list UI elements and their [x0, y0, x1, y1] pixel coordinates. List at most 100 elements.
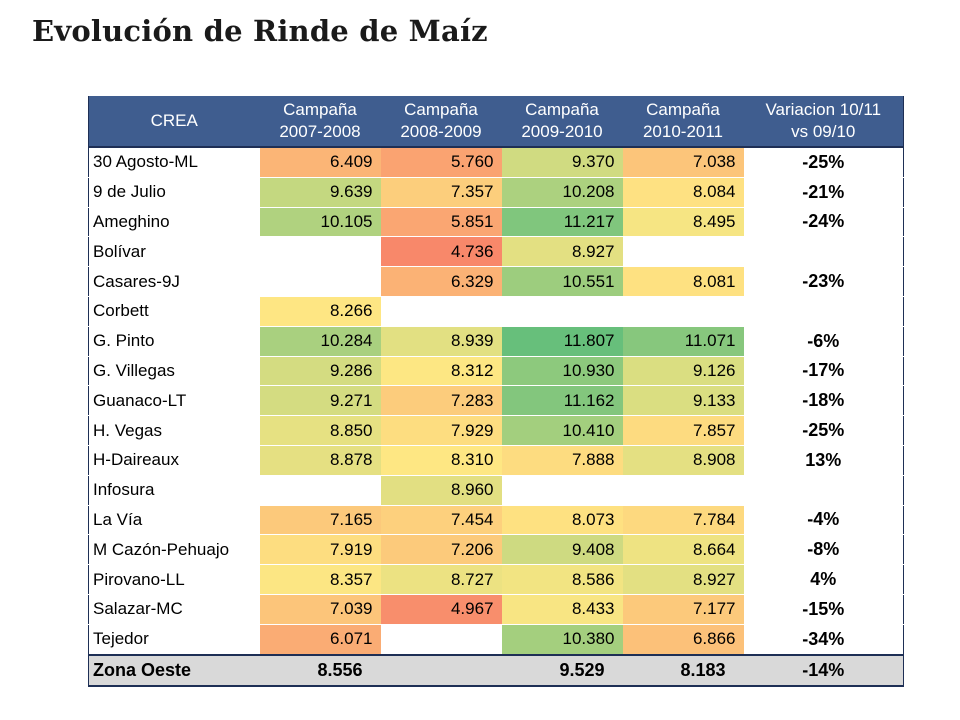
yield-cell: 8.266: [259, 295, 381, 327]
table-row: 30 Agosto-ML 6.409 5.760 9.370 7.038 -25%: [88, 146, 904, 178]
yield-cell: 8.960: [380, 474, 502, 506]
table-row: Salazar-MC 7.039 4.967 8.433 7.177 -15%: [88, 593, 904, 625]
variation-cell: -24%: [743, 206, 904, 237]
yield-cell: 8.850: [259, 415, 381, 446]
crea-name: G. Villegas: [88, 355, 260, 386]
yield-cell: 7.857: [622, 415, 744, 446]
yield-cell: [259, 266, 381, 297]
crea-name: Infosura: [88, 474, 260, 506]
crea-name: 9 de Julio: [88, 176, 260, 208]
yield-cell: 9.126: [622, 355, 744, 386]
table-row: G. Pinto 10.284 8.939 11.807 11.071 -6%: [88, 325, 904, 357]
yield-cell: 9.639: [259, 176, 381, 208]
yield-cell: 7.165: [259, 504, 381, 535]
variation-cell: -4%: [743, 504, 904, 535]
crea-name: Bolívar: [88, 236, 260, 267]
yield-cell: 8.081: [622, 266, 744, 297]
yield-cell: 7.784: [622, 504, 744, 535]
variation-cell: -25%: [743, 415, 904, 446]
yield-cell: 10.284: [259, 325, 381, 357]
yield-cell: 8.310: [380, 444, 502, 476]
table-row: Corbett 8.266: [88, 295, 904, 327]
yield-cell: 10.380: [501, 623, 623, 655]
yield-cell: 7.888: [501, 444, 623, 476]
variation-cell: -17%: [743, 355, 904, 386]
variation-cell: 13%: [743, 444, 904, 476]
crea-name: Corbett: [88, 295, 260, 327]
yield-cell: 5.851: [380, 206, 502, 237]
table-header-row: CREA Campaña 2007-2008 Campaña 2008-2009…: [88, 96, 904, 147]
yield-cell: 8.878: [259, 444, 381, 476]
crea-name: Pirovano-LL: [88, 564, 260, 595]
header-campaign-2008-2009: Campaña 2008-2009: [380, 96, 502, 147]
table-row: 9 de Julio 9.639 7.357 10.208 8.084 -21%: [88, 176, 904, 208]
total-cell: 8.183: [622, 653, 744, 687]
yield-cell: 11.807: [501, 325, 623, 357]
yield-cell: 8.084: [622, 176, 744, 208]
crea-name: La Vía: [88, 504, 260, 535]
yield-cell: 8.357: [259, 564, 381, 595]
yield-cell: [622, 295, 744, 327]
total-cell: [380, 653, 502, 687]
variation-cell: -6%: [743, 325, 904, 357]
table-row: G. Villegas 9.286 8.312 10.930 9.126 -17%: [88, 355, 904, 386]
yield-cell: 7.177: [622, 593, 744, 625]
header-campaign-2007-2008: Campaña 2007-2008: [259, 96, 381, 147]
yield-cell: 8.939: [380, 325, 502, 357]
yield-cell: 9.408: [501, 534, 623, 565]
yield-cell: 8.312: [380, 355, 502, 386]
yield-cell: 7.357: [380, 176, 502, 208]
yield-cell: 6.866: [622, 623, 744, 655]
table-row: Casares-9J 6.329 10.551 8.081 -23%: [88, 266, 904, 297]
table-row: H-Daireaux 8.878 8.310 7.888 8.908 13%: [88, 444, 904, 476]
crea-name: 30 Agosto-ML: [88, 146, 260, 178]
yield-cell: 8.927: [501, 236, 623, 267]
crea-name: Salazar-MC: [88, 593, 260, 625]
yield-cell: 9.133: [622, 385, 744, 416]
crea-name: Casares-9J: [88, 266, 260, 297]
crea-name: Ameghino: [88, 206, 260, 237]
yield-cell: 10.410: [501, 415, 623, 446]
yield-cell: 8.433: [501, 593, 623, 625]
yield-table: CREA Campaña 2007-2008 Campaña 2008-2009…: [88, 96, 904, 687]
yield-cell: 11.162: [501, 385, 623, 416]
table-row: Bolívar 4.736 8.927: [88, 236, 904, 267]
table-row: H. Vegas 8.850 7.929 10.410 7.857 -25%: [88, 415, 904, 446]
total-row: Zona Oeste 8.556 9.529 8.183 -14%: [88, 653, 904, 687]
table-row: M Cazón-Pehuajo 7.919 7.206 9.408 8.664 -8%: [88, 534, 904, 565]
yield-cell: 7.206: [380, 534, 502, 565]
yield-cell: 9.370: [501, 146, 623, 178]
variation-cell: -34%: [743, 623, 904, 655]
yield-cell: [380, 295, 502, 327]
header-crea: CREA: [88, 96, 260, 147]
table-row: Tejedor 6.071 10.380 6.866 -34%: [88, 623, 904, 655]
table-row: Ameghino 10.105 5.851 11.217 8.495 -24%: [88, 206, 904, 237]
crea-name: H-Daireaux: [88, 444, 260, 476]
yield-cell: 10.930: [501, 355, 623, 386]
variation-cell: -25%: [743, 146, 904, 178]
crea-name: Tejedor: [88, 623, 260, 655]
yield-cell: [259, 236, 381, 267]
yield-cell: 7.919: [259, 534, 381, 565]
header-variation: Variacion 10/11 vs 09/10: [743, 96, 904, 147]
total-cell: 8.556: [259, 653, 381, 687]
yield-cell: 9.271: [259, 385, 381, 416]
yield-cell: 8.495: [622, 206, 744, 237]
variation-cell: 4%: [743, 564, 904, 595]
yield-cell: 7.454: [380, 504, 502, 535]
yield-cell: 7.929: [380, 415, 502, 446]
yield-cell: 4.736: [380, 236, 502, 267]
yield-cell: 10.551: [501, 266, 623, 297]
yield-cell: 8.908: [622, 444, 744, 476]
yield-cell: 5.760: [380, 146, 502, 178]
variation-cell: -23%: [743, 266, 904, 297]
total-variation: -14%: [743, 653, 904, 687]
crea-name: M Cazón-Pehuajo: [88, 534, 260, 565]
yield-cell: 10.105: [259, 206, 381, 237]
yield-cell: 10.208: [501, 176, 623, 208]
table-row: Pirovano-LL 8.357 8.727 8.586 8.927 4%: [88, 564, 904, 595]
yield-cell: [259, 474, 381, 506]
page-title: Evolución de Rinde de Maíz: [32, 14, 488, 48]
crea-name: H. Vegas: [88, 415, 260, 446]
yield-cell: [622, 474, 744, 506]
